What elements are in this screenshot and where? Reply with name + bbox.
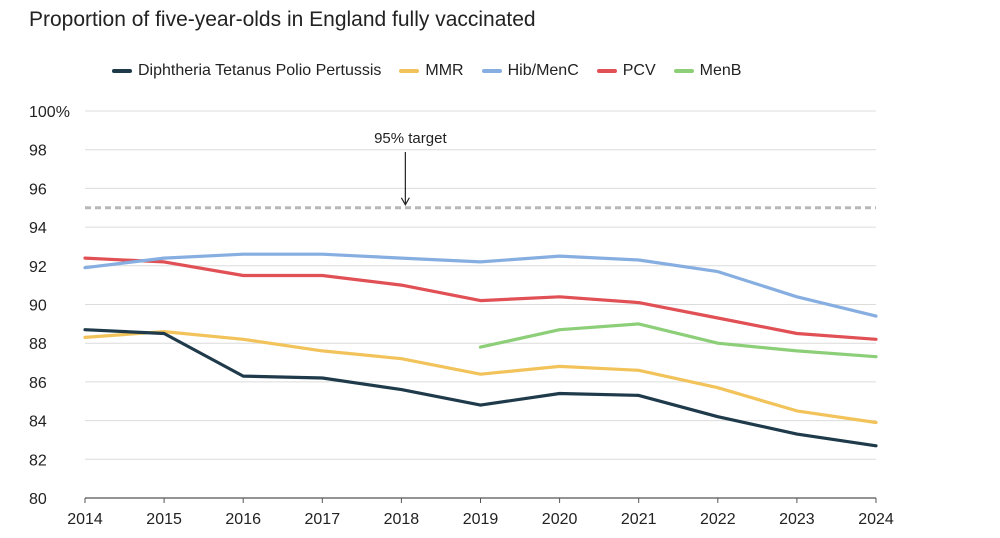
series-line-menb <box>478 322 878 359</box>
x-tick-label-2022: 2022 <box>700 511 736 528</box>
x-tick-label-2020: 2020 <box>542 511 578 528</box>
legend: Diphtheria Tetanus Polio Pertussis MMR H… <box>112 62 759 80</box>
y-tick-label-80: 80 <box>29 491 47 508</box>
legend-swatch-menb <box>673 69 694 73</box>
legend-swatch-hib-menc <box>481 69 502 73</box>
x-tick-label-2023: 2023 <box>779 511 815 528</box>
legend-item-mmr: MMR <box>399 62 464 80</box>
chart-title: Proportion of five-year-olds in England … <box>29 8 536 31</box>
legend-item-dtpp: Diphtheria Tetanus Polio Pertussis <box>112 62 381 80</box>
y-tick-label-82: 82 <box>29 452 47 469</box>
annotation-arrow-head <box>400 197 410 206</box>
x-tick-label-2019: 2019 <box>463 511 499 528</box>
legend-item-pcv: PCV <box>596 62 656 80</box>
y-tick-label-92: 92 <box>29 259 47 276</box>
series-line-diphtheria-tetanus-polio-pertussis <box>83 328 878 448</box>
y-tick-label-96: 96 <box>29 181 47 198</box>
x-tick-label-2021: 2021 <box>621 511 657 528</box>
x-tick-label-2015: 2015 <box>146 511 182 528</box>
x-tick-label-2016: 2016 <box>225 511 261 528</box>
y-tick-label-94: 94 <box>29 220 47 237</box>
y-tick-label-88: 88 <box>29 336 47 353</box>
legend-item-hib-menc: Hib/MenC <box>481 62 579 80</box>
legend-label-dtpp: Diphtheria Tetanus Polio Pertussis <box>138 62 382 79</box>
series-line-pcv <box>83 256 878 341</box>
legend-label-hib-menc: Hib/MenC <box>507 62 579 79</box>
y-tick-label-98: 98 <box>29 143 47 160</box>
y-tick-label-100: 100% <box>29 104 70 121</box>
legend-item-menb: MenB <box>673 62 742 80</box>
series-line-mmr <box>83 330 878 425</box>
x-tick-label-2014: 2014 <box>67 511 103 528</box>
legend-label-pcv: PCV <box>622 62 656 79</box>
legend-label-menb: MenB <box>699 62 742 79</box>
legend-swatch-mmr <box>399 69 420 73</box>
legend-label-mmr: MMR <box>425 62 464 79</box>
y-tick-label-84: 84 <box>29 414 47 431</box>
legend-swatch-dtpp <box>112 69 132 73</box>
target-annotation: 95% target <box>374 130 447 147</box>
y-tick-label-86: 86 <box>29 375 47 392</box>
legend-swatch-pcv <box>596 69 617 73</box>
x-tick-label-2024: 2024 <box>858 511 894 528</box>
series-line-hib-menc <box>83 252 878 318</box>
x-tick-label-2017: 2017 <box>305 511 341 528</box>
y-tick-label-90: 90 <box>29 298 47 315</box>
x-tick-label-2018: 2018 <box>384 511 420 528</box>
